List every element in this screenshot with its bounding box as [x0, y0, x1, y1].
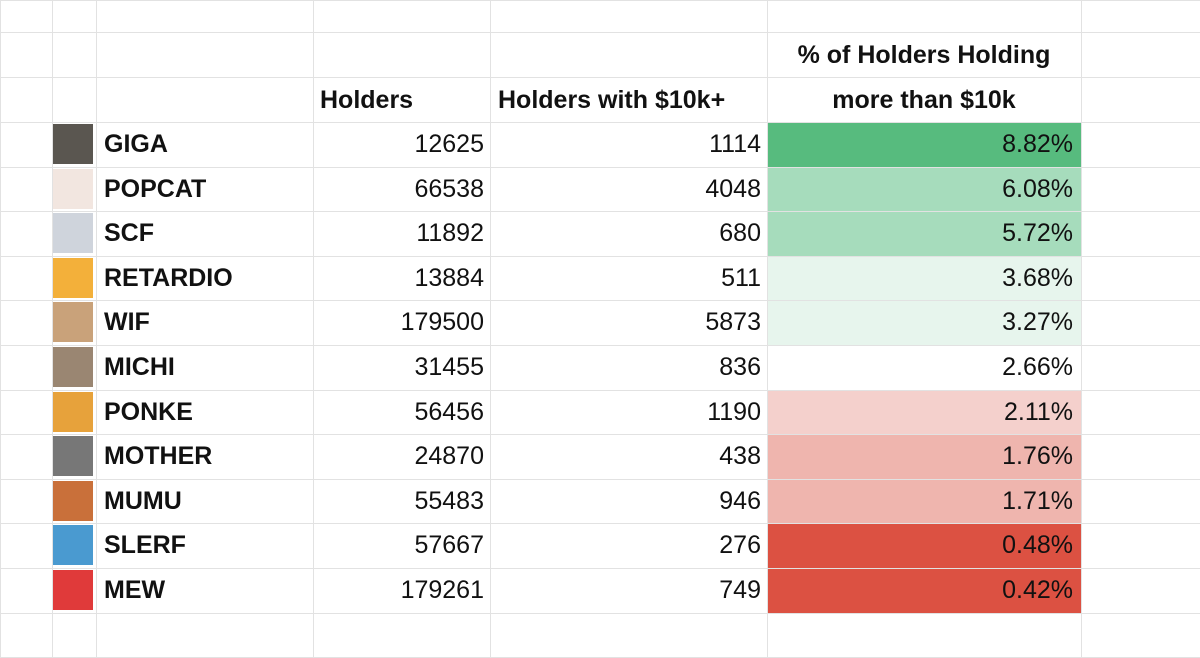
holders: 179500: [400, 308, 484, 337]
pct: 6.08%: [1002, 174, 1073, 203]
grid-line: [313, 0, 314, 658]
token-name: SLERF: [104, 531, 186, 560]
grid-line: [1081, 0, 1082, 658]
grid-line: [0, 389, 1200, 391]
pct-cell-bg: [767, 434, 1081, 479]
holders: 13884: [414, 263, 484, 292]
holders-10k: 511: [721, 263, 761, 292]
pct: 2.66%: [1002, 353, 1073, 381]
grid-line: [0, 434, 1200, 436]
token-name: MEW: [104, 576, 166, 604]
token-icon: [53, 347, 93, 387]
pct-cell-bg: [767, 255, 1081, 301]
token-icon: [53, 391, 93, 432]
holders: 56456: [414, 397, 484, 426]
grid-line: [0, 255, 1200, 257]
holders: 31455: [414, 353, 484, 381]
token-name: POPCAT: [104, 174, 207, 203]
grid-line: [96, 0, 97, 658]
token-icon: [53, 525, 93, 566]
pct-cell-bg: [767, 300, 1081, 345]
token-name: RETARDIO: [104, 263, 233, 292]
pct: 0.48%: [1002, 531, 1073, 560]
token-icon: [53, 257, 93, 298]
pct-cell-bg: [767, 211, 1081, 256]
holders: 57667: [414, 531, 484, 560]
holders: 55483: [414, 486, 484, 515]
pct: 0.42%: [1002, 576, 1073, 604]
pct-cell-bg: [767, 166, 1081, 212]
token-name: PONKE: [104, 397, 193, 426]
pct-cell-bg: [767, 122, 1081, 167]
header-text: Holders: [320, 86, 414, 114]
header-text: more than $10k: [832, 86, 1016, 114]
holders-10k: 276: [719, 531, 761, 560]
grid-line: [0, 166, 1200, 168]
holders-10k: 5873: [705, 308, 761, 337]
pct: 1.71%: [1002, 486, 1073, 515]
holders: 66538: [414, 174, 484, 203]
pct: 5.72%: [1002, 219, 1073, 248]
holders-10k: 4048: [705, 174, 761, 203]
pct: 2.11%: [1003, 397, 1073, 426]
pct: 3.68%: [1002, 263, 1073, 292]
grid-line: [0, 211, 1200, 213]
grid-line: [767, 0, 768, 658]
holders: 11892: [416, 219, 484, 248]
holders-10k: 680: [719, 219, 761, 248]
holders-10k: 946: [719, 486, 761, 515]
token-icon: [53, 213, 93, 254]
pct-cell-bg: [767, 523, 1081, 568]
grid-line: [0, 32, 1200, 33]
token-icon: [53, 570, 93, 610]
holders-10k: 1114: [709, 130, 761, 158]
token-name: MOTHER: [104, 442, 213, 471]
grid-line: [0, 122, 1200, 123]
holders-10k: 1190: [707, 397, 761, 426]
pct-cell-bg: [767, 345, 1081, 390]
grid-line: [0, 0, 1, 658]
holders-10k: 836: [719, 353, 761, 381]
grid-line: [0, 612, 1200, 614]
token-name: WIF: [104, 308, 150, 337]
token-name: SCF: [104, 219, 154, 248]
token-icon: [53, 168, 93, 209]
token-name: MUMU: [104, 486, 182, 515]
token-name: MICHI: [104, 353, 175, 381]
grid-line: [0, 523, 1200, 525]
pct: 3.27%: [1002, 308, 1073, 337]
grid-line: [0, 300, 1200, 302]
holders: 179261: [400, 576, 484, 604]
token-icon: [53, 124, 93, 164]
pct: 8.82%: [1002, 130, 1073, 158]
grid-line: [0, 478, 1200, 480]
token-name: GIGA: [104, 130, 168, 158]
header-text: % of Holders Holding: [797, 41, 1051, 69]
grid-line: [0, 0, 1200, 1]
token-icon: [53, 480, 93, 521]
holders-10k: 749: [719, 576, 761, 604]
header-text: Holders with $10k+: [498, 86, 726, 114]
pct-cell-bg: [767, 568, 1081, 613]
holders: 24870: [414, 442, 484, 471]
grid-line: [0, 568, 1200, 569]
token-icon: [53, 302, 93, 343]
token-icon: [53, 436, 93, 477]
pct: 1.76%: [1002, 442, 1073, 471]
grid-line: [490, 0, 491, 658]
pct-cell-bg: [767, 389, 1081, 435]
holders-10k: 438: [719, 442, 761, 471]
grid-line: [0, 77, 1200, 78]
holders: 12625: [414, 130, 484, 158]
grid-line: [52, 0, 53, 658]
pct-cell-bg: [767, 478, 1081, 524]
grid-line: [0, 345, 1200, 346]
